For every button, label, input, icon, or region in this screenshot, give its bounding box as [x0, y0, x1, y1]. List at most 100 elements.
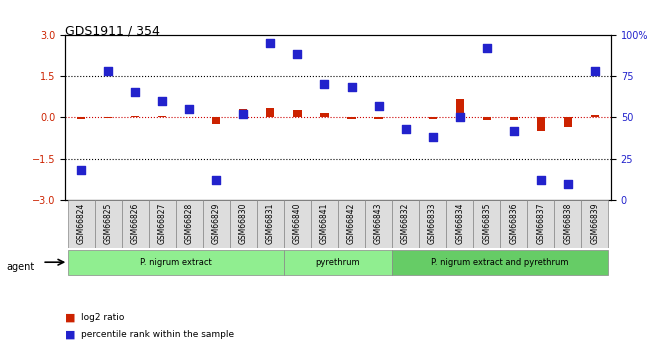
Text: GSM66837: GSM66837	[536, 203, 545, 244]
Text: GSM66834: GSM66834	[455, 201, 464, 243]
FancyBboxPatch shape	[68, 200, 95, 248]
Text: GSM66831: GSM66831	[266, 203, 275, 244]
Text: GSM66836: GSM66836	[509, 203, 518, 244]
Point	[103, 68, 114, 74]
Bar	[564, 117, 572, 127]
Bar	[348, 117, 356, 119]
Bar	[158, 116, 166, 117]
Text: percentile rank within the sample: percentile rank within the sample	[81, 330, 235, 339]
FancyBboxPatch shape	[230, 200, 257, 248]
Text: GSM66828: GSM66828	[185, 203, 194, 244]
Text: GSM66843: GSM66843	[374, 201, 383, 243]
Bar	[266, 108, 274, 117]
Point	[238, 111, 248, 117]
Text: GSM66841: GSM66841	[320, 201, 329, 243]
Point	[482, 45, 492, 50]
Point	[590, 68, 600, 74]
Text: GSM66825: GSM66825	[104, 203, 112, 244]
Text: GSM66842: GSM66842	[347, 201, 356, 243]
Text: GDS1911 / 354: GDS1911 / 354	[65, 24, 160, 37]
FancyBboxPatch shape	[68, 250, 284, 275]
Text: GSM66834: GSM66834	[455, 203, 464, 244]
FancyBboxPatch shape	[203, 200, 230, 248]
Bar	[456, 99, 463, 117]
Text: GSM66830: GSM66830	[239, 201, 248, 243]
Text: GSM66826: GSM66826	[131, 201, 140, 243]
FancyBboxPatch shape	[338, 200, 365, 248]
Text: log2 ratio: log2 ratio	[81, 313, 125, 322]
Point	[211, 177, 222, 183]
Bar	[213, 117, 220, 124]
Text: GSM66840: GSM66840	[293, 201, 302, 243]
Point	[454, 115, 465, 120]
Bar	[104, 117, 112, 118]
Text: GSM66840: GSM66840	[293, 203, 302, 244]
Bar	[510, 117, 518, 120]
Text: GSM66832: GSM66832	[401, 201, 410, 243]
Point	[265, 40, 276, 46]
Bar	[591, 115, 599, 117]
FancyBboxPatch shape	[419, 200, 446, 248]
Text: GSM66827: GSM66827	[158, 201, 167, 243]
FancyBboxPatch shape	[500, 200, 527, 248]
FancyBboxPatch shape	[149, 200, 176, 248]
Text: GSM66828: GSM66828	[185, 201, 194, 242]
Text: GSM66841: GSM66841	[320, 203, 329, 244]
Text: GSM66829: GSM66829	[212, 203, 221, 244]
Text: GSM66829: GSM66829	[212, 201, 221, 243]
Bar	[239, 109, 248, 117]
Text: GSM66832: GSM66832	[401, 203, 410, 244]
Text: ■: ■	[65, 313, 75, 322]
Point	[292, 52, 303, 57]
Text: P. nigrum extract and pyrethrum: P. nigrum extract and pyrethrum	[432, 258, 569, 267]
Text: GSM66839: GSM66839	[590, 203, 599, 244]
Text: GSM66839: GSM66839	[590, 201, 599, 243]
FancyBboxPatch shape	[284, 200, 311, 248]
FancyBboxPatch shape	[446, 200, 473, 248]
Point	[346, 85, 357, 90]
Text: GSM66833: GSM66833	[428, 203, 437, 244]
Text: GSM66838: GSM66838	[564, 201, 572, 243]
Bar	[537, 117, 545, 131]
Text: GSM66837: GSM66837	[536, 201, 545, 243]
Text: GSM66833: GSM66833	[428, 201, 437, 243]
Point	[562, 181, 573, 186]
FancyBboxPatch shape	[527, 200, 554, 248]
Point	[400, 126, 411, 132]
Text: agent: agent	[6, 263, 34, 272]
FancyBboxPatch shape	[365, 200, 392, 248]
Point	[184, 106, 194, 112]
FancyBboxPatch shape	[473, 200, 500, 248]
Text: GSM66842: GSM66842	[347, 203, 356, 244]
Point	[373, 103, 384, 108]
Text: GSM66826: GSM66826	[131, 203, 140, 244]
FancyBboxPatch shape	[392, 200, 419, 248]
Text: GSM66838: GSM66838	[564, 203, 572, 244]
Point	[428, 135, 438, 140]
Bar	[293, 110, 302, 117]
FancyBboxPatch shape	[95, 200, 122, 248]
Bar	[482, 117, 491, 120]
Text: GSM66825: GSM66825	[104, 201, 112, 243]
Text: GSM66831: GSM66831	[266, 201, 275, 243]
Text: P. nigrum extract: P. nigrum extract	[140, 258, 212, 267]
FancyBboxPatch shape	[176, 200, 203, 248]
Point	[130, 90, 140, 95]
Text: GSM66824: GSM66824	[77, 201, 86, 243]
Bar	[131, 116, 139, 117]
Bar	[374, 117, 383, 119]
FancyBboxPatch shape	[392, 250, 608, 275]
Text: GSM66836: GSM66836	[509, 201, 518, 243]
Point	[536, 177, 546, 183]
Text: ■: ■	[65, 330, 75, 339]
FancyBboxPatch shape	[311, 200, 338, 248]
Text: GSM66827: GSM66827	[158, 203, 167, 244]
Point	[76, 168, 86, 173]
Point	[508, 128, 519, 133]
Text: GSM66830: GSM66830	[239, 203, 248, 244]
Bar	[428, 117, 437, 119]
Text: pyrethrum: pyrethrum	[316, 258, 360, 267]
Text: GSM66835: GSM66835	[482, 201, 491, 243]
Point	[157, 98, 168, 104]
Point	[319, 81, 330, 87]
